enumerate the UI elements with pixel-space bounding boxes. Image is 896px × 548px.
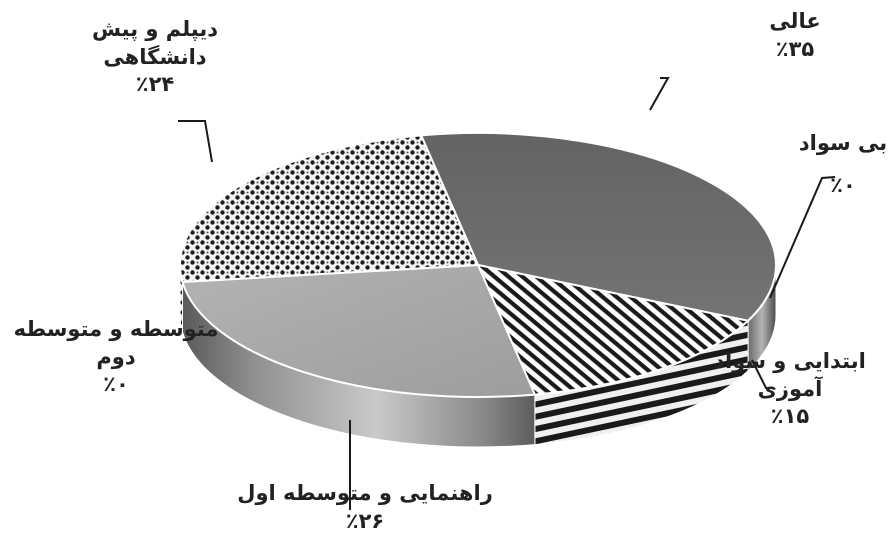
slice-value-aali: ٪۳۵	[775, 36, 815, 61]
label-bisavad: بی سواد ٪۰	[790, 130, 896, 199]
slice-label-rahnamaei: راهنمایی و متوسطه اول	[237, 481, 493, 505]
slice-5-top	[179, 134, 480, 284]
slice-value-rahnamaei: ٪۲۶	[345, 508, 385, 533]
slice-label-aali: عالی	[769, 9, 821, 33]
slice-label-ebtedaei: ابتدایی و سواد آموزی	[714, 349, 866, 401]
leader-ebtedaei	[751, 359, 772, 389]
slice-value-motevasete: ٪۰	[103, 372, 129, 397]
leader-aali	[649, 77, 670, 111]
slice-3-top	[181, 263, 537, 399]
slice-value-diplom: ٪۲۴	[135, 72, 175, 97]
leader-lines	[178, 77, 836, 510]
slice-0-top	[419, 131, 777, 322]
label-rahnamaei: راهنمایی و متوسطه اول ٪۲۶	[215, 480, 515, 535]
slice-value-ebtedaei: ٪۱۵	[770, 404, 810, 429]
leader-diplom	[178, 120, 213, 163]
label-ebtedaei: ابتدایی و سواد آموزی ٪۱۵	[700, 348, 880, 431]
slice-label-motevasete: متوسطه و متوسطه دوم	[13, 317, 219, 369]
label-diplom: دیپلم و پیش دانشگاهی ٪۲۴	[70, 16, 240, 99]
label-aali: عالی ٪۳۵	[740, 8, 850, 63]
slice-label-bisavad: بی سواد	[798, 131, 888, 155]
pie-tops	[179, 131, 777, 399]
label-motevasete: متوسطه و متوسطه دوم ٪۰	[0, 316, 232, 399]
slice-2-top	[476, 263, 751, 396]
slice-label-diplom: دیپلم و پیش دانشگاهی	[91, 17, 219, 69]
slice-value-bisavad: ٪۰	[830, 172, 856, 197]
leader-bisavad	[769, 176, 836, 299]
